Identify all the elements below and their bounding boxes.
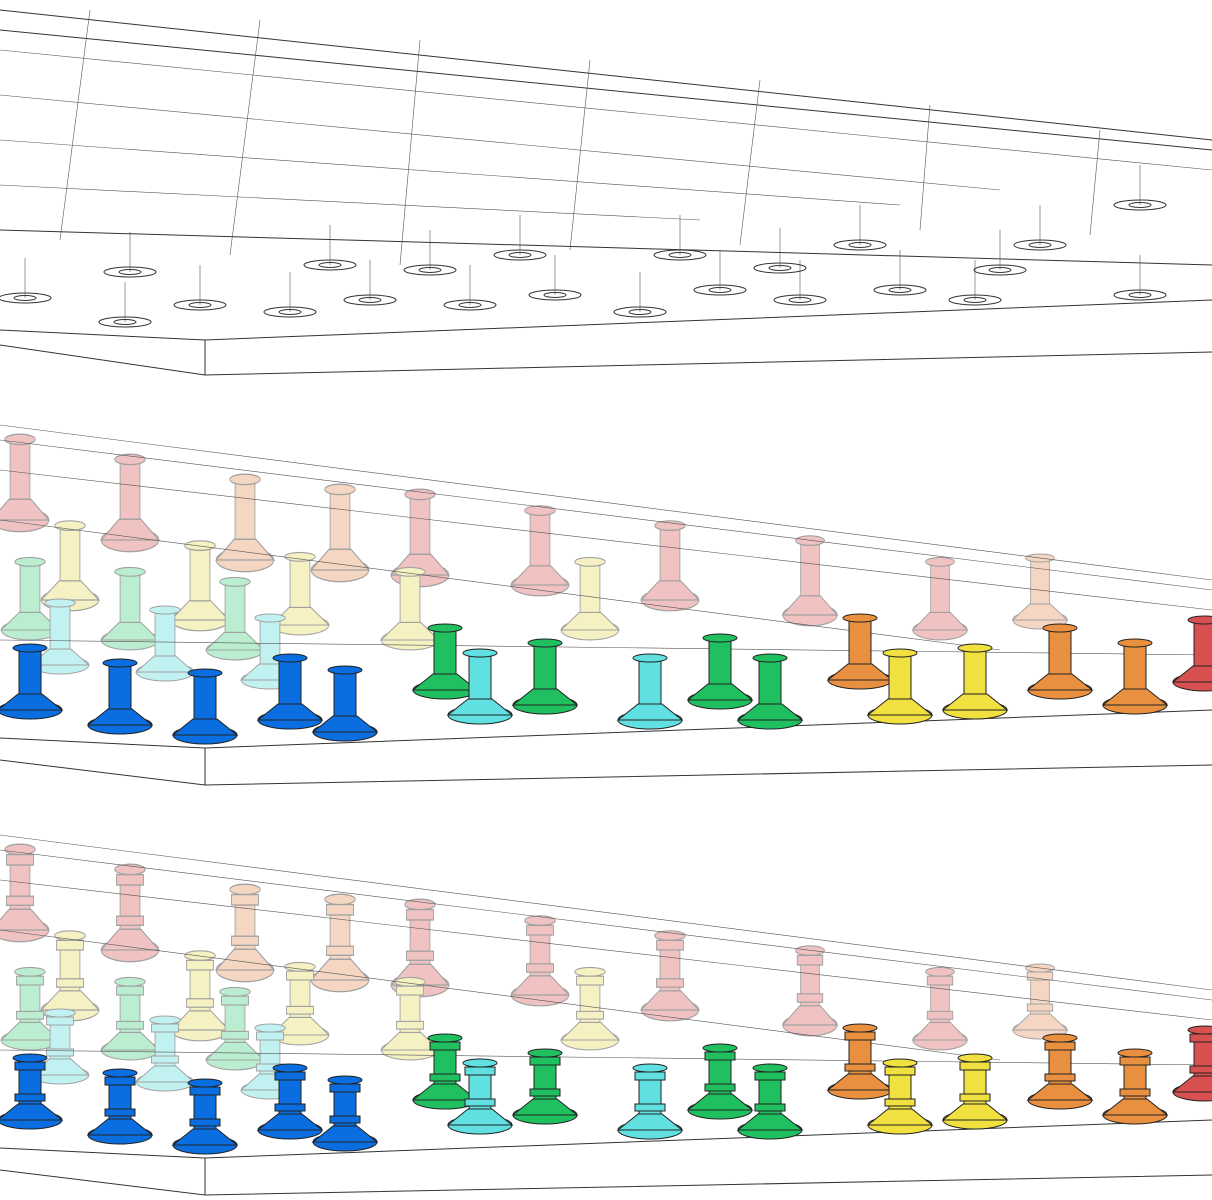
ring [753, 227, 807, 274]
top-plate-edge [0, 834, 1212, 1066]
base-slab [0, 1119, 1212, 1196]
pedestal [513, 1049, 577, 1124]
pedestal [215, 473, 275, 573]
pedestal [40, 520, 100, 612]
pedestal [1027, 623, 1093, 700]
pedestal [512, 638, 578, 715]
pedestal [737, 653, 803, 730]
pedestal [618, 1064, 682, 1139]
ring [973, 229, 1027, 276]
pedestal [1028, 1034, 1092, 1109]
pedestal [617, 653, 683, 730]
base-slab [0, 299, 1212, 376]
top-plate-edge [0, 424, 1212, 656]
pedestal [510, 505, 570, 597]
base-slab [0, 709, 1212, 786]
grid-line [0, 9, 1212, 266]
pedestal [738, 1064, 802, 1139]
pedestal [782, 535, 838, 627]
pedestal [828, 1024, 892, 1099]
pedestal [1012, 553, 1068, 630]
pedestal [173, 1079, 237, 1154]
ring [773, 259, 827, 306]
pedestal [1173, 1026, 1212, 1101]
pedestal [913, 967, 967, 1050]
ring [833, 204, 887, 251]
pedestal [511, 916, 569, 1006]
pedestal [827, 613, 893, 690]
pedestal [560, 556, 620, 641]
ring [528, 254, 582, 301]
ring [343, 259, 397, 306]
pedestal [0, 433, 50, 533]
pedestal [1013, 964, 1067, 1039]
ring [173, 264, 227, 311]
ring [948, 259, 1002, 306]
pedestal [687, 633, 753, 710]
pedestal [172, 668, 238, 745]
pedestal [313, 1076, 377, 1151]
ring [403, 229, 457, 276]
panel-pedestals [0, 424, 1212, 786]
ring [1013, 204, 1067, 251]
pedestal [783, 946, 837, 1036]
ring [98, 281, 152, 328]
pedestal [912, 556, 968, 641]
ring [263, 271, 317, 318]
panel-threaded-pedestals [0, 834, 1212, 1196]
ring [493, 214, 547, 261]
panel-wireframe [0, 9, 1212, 376]
pedestal [641, 931, 699, 1021]
ring [1113, 164, 1167, 211]
ring [693, 249, 747, 296]
ring [613, 271, 667, 318]
pedestal [41, 931, 99, 1021]
pedestal [0, 844, 49, 942]
pedestal [561, 967, 619, 1050]
pedestal [1172, 615, 1212, 692]
pedestal [640, 520, 700, 612]
ring [653, 214, 707, 261]
top-plate-edge [0, 9, 1212, 266]
pedestal [943, 1054, 1007, 1129]
ring [303, 224, 357, 271]
ring [443, 264, 497, 311]
pedestal [312, 665, 378, 742]
pedestal [1103, 1049, 1167, 1124]
ring [0, 257, 52, 304]
ring [103, 231, 157, 278]
pedestal [942, 643, 1008, 720]
pedestal [1102, 638, 1168, 715]
pedestal [216, 884, 274, 982]
pedestal [688, 1044, 752, 1119]
ring [1113, 254, 1167, 301]
